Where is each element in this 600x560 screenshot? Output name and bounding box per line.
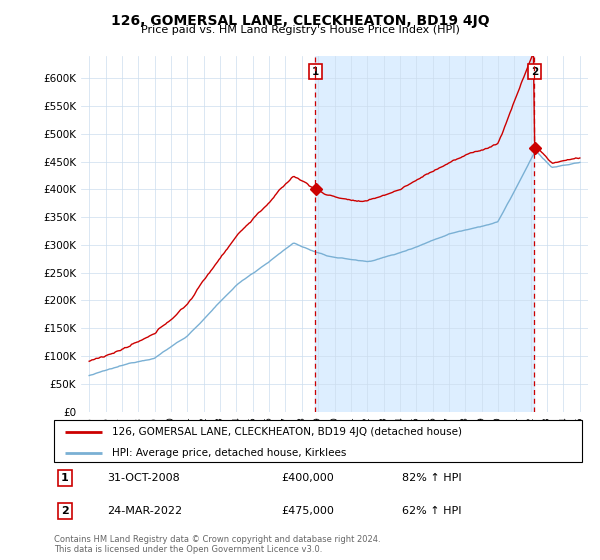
Text: Price paid vs. HM Land Registry's House Price Index (HPI): Price paid vs. HM Land Registry's House … (140, 25, 460, 35)
Text: 31-OCT-2008: 31-OCT-2008 (107, 473, 179, 483)
Text: Contains HM Land Registry data © Crown copyright and database right 2024.
This d: Contains HM Land Registry data © Crown c… (54, 535, 380, 554)
FancyBboxPatch shape (54, 420, 582, 462)
Text: £475,000: £475,000 (281, 506, 334, 516)
Text: 1: 1 (61, 473, 68, 483)
Bar (316, 56, 535, 412)
Text: 82% ↑ HPI: 82% ↑ HPI (403, 473, 462, 483)
Text: 126, GOMERSAL LANE, CLECKHEATON, BD19 4JQ (detached house): 126, GOMERSAL LANE, CLECKHEATON, BD19 4J… (112, 427, 462, 437)
Text: 62% ↑ HPI: 62% ↑ HPI (403, 506, 462, 516)
Text: 1: 1 (312, 67, 319, 77)
Text: HPI: Average price, detached house, Kirklees: HPI: Average price, detached house, Kirk… (112, 448, 346, 458)
Text: 2: 2 (531, 67, 538, 77)
Text: £400,000: £400,000 (281, 473, 334, 483)
Text: 126, GOMERSAL LANE, CLECKHEATON, BD19 4JQ: 126, GOMERSAL LANE, CLECKHEATON, BD19 4J… (110, 14, 490, 28)
Text: 24-MAR-2022: 24-MAR-2022 (107, 506, 182, 516)
Text: 2: 2 (61, 506, 68, 516)
